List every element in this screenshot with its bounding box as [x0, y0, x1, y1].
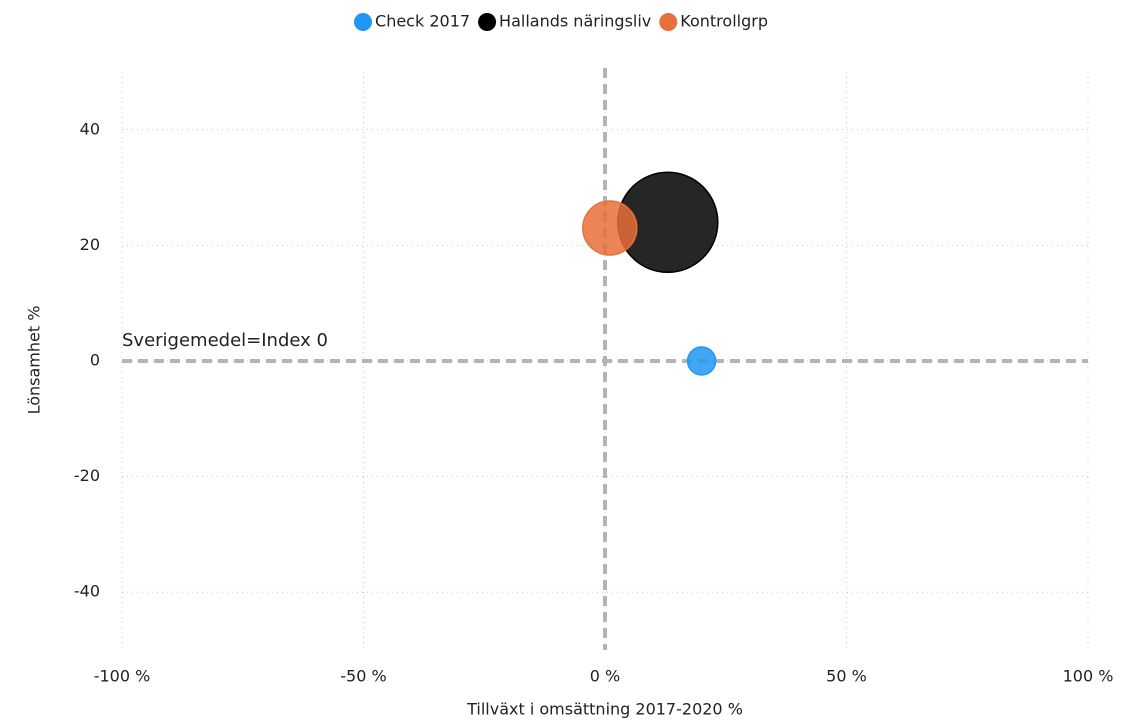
- x-tick-label: -50 %: [340, 667, 386, 686]
- y-tick-label: 20: [80, 235, 100, 254]
- y-tick-label: 40: [80, 119, 100, 138]
- legend-marker: [659, 13, 678, 31]
- y-tick-label: -20: [74, 466, 100, 485]
- x-axis-title: Tillväxt i omsättning 2017-2020 %: [466, 700, 743, 719]
- legend-label: Hallands näringsliv: [499, 12, 651, 31]
- y-tick-label: 0: [90, 351, 100, 370]
- y-axis-title: Lönsamhet %: [25, 306, 44, 415]
- x-tick-label: 50 %: [826, 667, 867, 686]
- x-tick-label: 100 %: [1063, 667, 1114, 686]
- legend-label: Check 2017: [375, 12, 470, 31]
- legend-label: Kontrollgrp: [680, 12, 768, 31]
- annotation: Sverigemedel=Index 0: [122, 330, 328, 351]
- x-tick-label: 0 %: [590, 667, 620, 686]
- x-tick-label: -100 %: [94, 667, 151, 686]
- legend-marker: [478, 13, 497, 31]
- legend: Check 2017 Hallands näringsliv Kontrollgrp: [354, 12, 768, 31]
- bubble: [582, 200, 638, 256]
- bubble: [686, 346, 717, 376]
- y-tick-label: -40: [74, 582, 100, 601]
- legend-marker: [354, 13, 373, 31]
